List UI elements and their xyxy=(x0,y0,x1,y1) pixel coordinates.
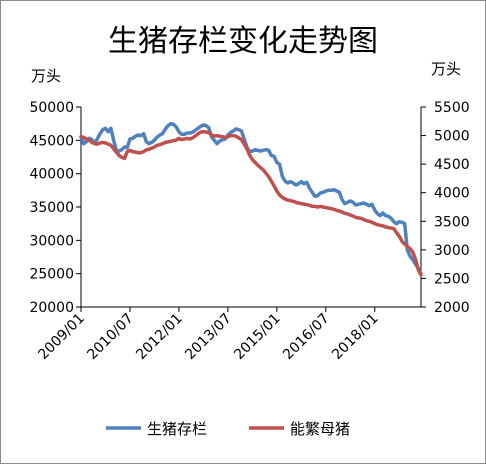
x-tick-label: 2009/01 xyxy=(35,311,87,363)
series-layer xyxy=(79,121,423,277)
left-y-tick-label: 25000 xyxy=(29,267,74,283)
series-line-breeding-sows xyxy=(79,129,423,277)
left-y-tick-label: 20000 xyxy=(29,300,74,316)
right-y-tick-label: 5000 xyxy=(434,129,470,145)
right-y-tick-label: 3500 xyxy=(434,214,470,230)
left-y-tick-label: 50000 xyxy=(29,100,74,116)
right-y-tick-label: 2000 xyxy=(434,300,470,316)
legend: 生猪存栏 能繁母猪 xyxy=(106,420,350,438)
right-y-tick-label: 3000 xyxy=(434,243,470,259)
left-axis-unit-label: 万头 xyxy=(31,67,61,85)
left-y-tick-label: 30000 xyxy=(29,233,74,249)
legend-label-pig-inventory: 生猪存栏 xyxy=(147,420,207,438)
right-y-tick-label: 5500 xyxy=(434,100,470,116)
x-tick-label: 2018/01 xyxy=(329,311,381,363)
x-tick-label: 2015/01 xyxy=(231,311,283,363)
x-tick-label: 2016/07 xyxy=(280,311,332,363)
x-tick-label: 2010/07 xyxy=(84,311,136,363)
series-line-pig-inventory xyxy=(79,121,423,276)
right-axis-unit-label: 万头 xyxy=(431,60,461,78)
right-y-tick-label: 4500 xyxy=(434,157,470,173)
left-y-tick-label: 35000 xyxy=(29,200,74,216)
legend-label-breeding-sows: 能繁母猪 xyxy=(290,420,350,438)
x-tick-label: 2013/07 xyxy=(182,311,234,363)
right-y-tick-label: 2500 xyxy=(434,271,470,287)
left-y-tick-label: 45000 xyxy=(29,133,74,149)
x-tick-label: 2012/01 xyxy=(133,311,185,363)
left-y-tick-label: 40000 xyxy=(29,167,74,183)
right-y-tick-label: 4000 xyxy=(434,186,470,202)
chart-title: 生猪存栏变化走势图 xyxy=(108,24,378,59)
